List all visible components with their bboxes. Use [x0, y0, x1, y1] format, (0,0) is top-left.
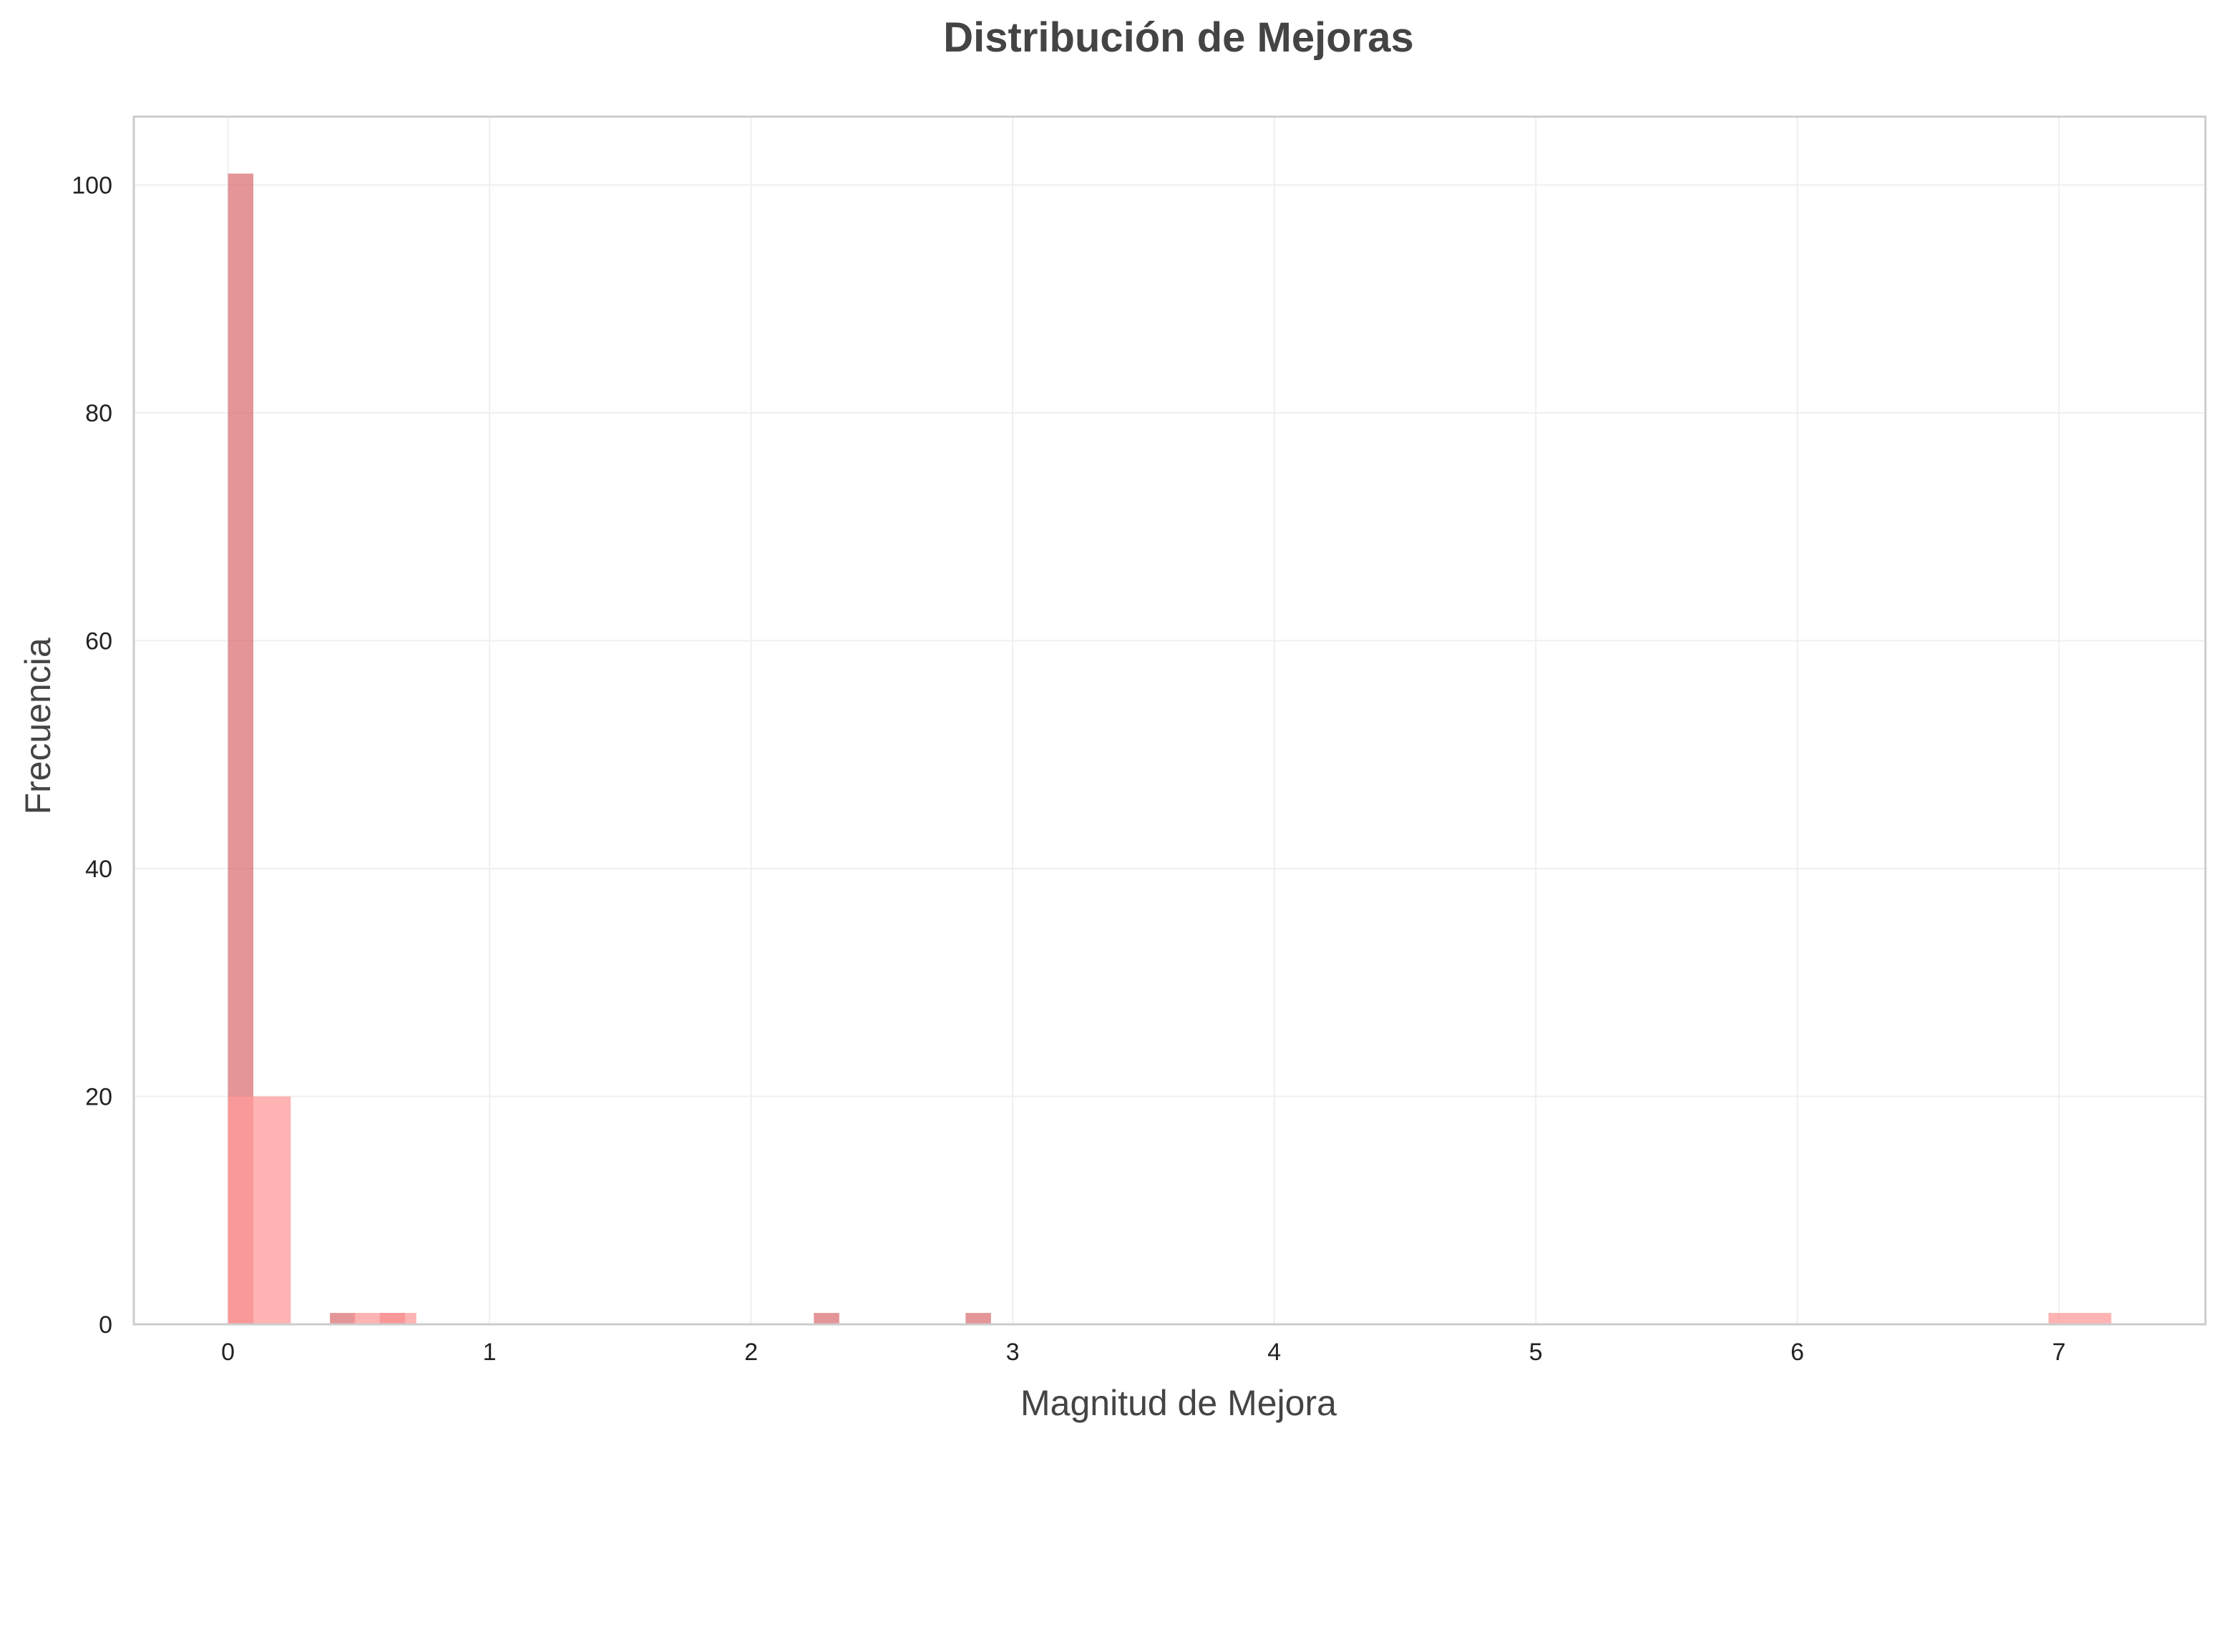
y-axis-ticks: 0 20 40 60 80 100: [72, 172, 112, 1339]
histogram-bar-series-1: [814, 1313, 839, 1324]
x-tick-label: 0: [221, 1339, 235, 1366]
histogram-bar-series-1: [330, 1313, 356, 1324]
x-tick-label: 1: [483, 1339, 497, 1366]
plot-frame: [132, 115, 2207, 1326]
bars: [228, 173, 2112, 1324]
histogram-bar-series-1: [965, 1313, 991, 1324]
grid-lines: [134, 117, 2205, 1325]
histogram-bar-series-2: [228, 1096, 291, 1324]
x-tick-label: 7: [2052, 1339, 2066, 1366]
x-axis-ticks: 0 1 2 3 4 5 6 7: [221, 1339, 2066, 1366]
x-tick-label: 4: [1267, 1339, 1281, 1366]
y-tick-label: 80: [85, 400, 112, 427]
y-tick-label: 20: [85, 1084, 112, 1111]
histogram-bar-series-2: [2048, 1313, 2112, 1324]
chart-title: Distribución de Mejoras: [943, 14, 1413, 61]
x-tick-label: 6: [1790, 1339, 1804, 1366]
x-tick-label: 2: [744, 1339, 758, 1366]
y-tick-label: 0: [99, 1311, 112, 1339]
x-axis-label: Magnitud de Mejora: [1020, 1383, 1337, 1423]
y-tick-label: 60: [85, 628, 112, 655]
x-tick-label: 5: [1529, 1339, 1543, 1366]
x-tick-label: 3: [1006, 1339, 1020, 1366]
y-tick-label: 100: [72, 172, 112, 200]
y-axis-label: Frecuencia: [18, 637, 58, 815]
y-tick-label: 40: [85, 856, 112, 883]
histogram-bar-series-2: [353, 1313, 416, 1324]
